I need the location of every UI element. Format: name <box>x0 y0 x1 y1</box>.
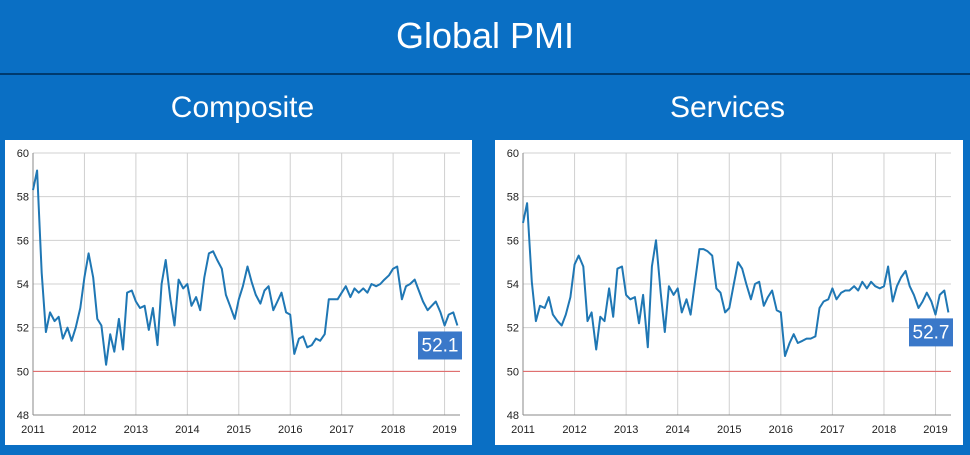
composite-y-tick-label: 56 <box>17 235 29 247</box>
composite-y-tick-label: 58 <box>17 192 29 204</box>
page-title: Global PMI <box>395 15 575 56</box>
composite-x-tick-label: 2015 <box>227 424 251 436</box>
composite-chart-title: Composite <box>170 91 315 124</box>
services-x-tick-label: 2012 <box>562 424 586 436</box>
composite-x-tick-label: 2018 <box>381 424 405 436</box>
composite-chart-svg: 48 50 52 54 56 58 60 2011 2012 2013 2014 2015 2016 20… <box>17 148 462 436</box>
services-pmi-line <box>522 202 950 357</box>
composite-y-tick-label: 48 <box>17 410 29 422</box>
composite-chart: 48 50 52 54 56 58 60 2011 2012 2013 2014 2015 2016 20… <box>5 140 472 445</box>
composite-y-tick-label: 50 <box>17 366 29 378</box>
services-y-tick-label: 60 <box>507 148 519 160</box>
composite-latest-value-badge <box>418 331 462 360</box>
title-divider <box>0 73 970 75</box>
composite-y-tick-label: 52 <box>17 323 29 335</box>
services-y-tick-label: 52 <box>507 323 519 335</box>
services-y-tick-label: 56 <box>507 235 519 247</box>
composite-x-tick-label: 2011 <box>21 424 45 436</box>
services-x-tick-label: 2016 <box>769 424 793 436</box>
services-latest-value-badge <box>909 318 953 347</box>
composite-x-tick-label: 2019 <box>432 424 456 436</box>
services-chart-svg: 48 50 52 54 56 58 60 2011 2012 2013 2014 2015 2016 20… <box>507 148 953 436</box>
services-latest-value-label: 52.7 <box>913 322 950 343</box>
services-x-tick-label: 2015 <box>717 424 741 436</box>
services-chart-title: Services <box>669 91 786 124</box>
composite-x-tick-label: 2017 <box>329 424 353 436</box>
services-y-tick-label: 54 <box>507 279 519 291</box>
composite-pmi-line <box>32 169 459 366</box>
services-y-tick-label: 48 <box>507 410 519 422</box>
composite-latest-value-label: 52.1 <box>422 335 459 356</box>
services-x-tick-label: 2018 <box>872 424 896 436</box>
services-chart: 48 50 52 54 56 58 60 2011 2012 2013 2014 2015 2016 20… <box>495 140 963 445</box>
services-y-tick-label: 50 <box>507 366 519 378</box>
services-x-tick-label: 2017 <box>820 424 844 436</box>
services-x-tick-label: 2014 <box>665 424 689 436</box>
services-x-tick-label: 2011 <box>511 424 535 436</box>
services-y-tick-label: 58 <box>507 192 519 204</box>
composite-x-tick-label: 2012 <box>72 424 96 436</box>
composite-x-tick-label: 2016 <box>278 424 302 436</box>
services-x-tick-label: 2013 <box>614 424 638 436</box>
composite-x-tick-label: 2013 <box>124 424 148 436</box>
services-x-tick-label: 2019 <box>923 424 947 436</box>
composite-y-tick-label: 54 <box>17 279 29 291</box>
composite-x-tick-label: 2014 <box>175 424 199 436</box>
composite-y-tick-label: 60 <box>17 148 29 160</box>
